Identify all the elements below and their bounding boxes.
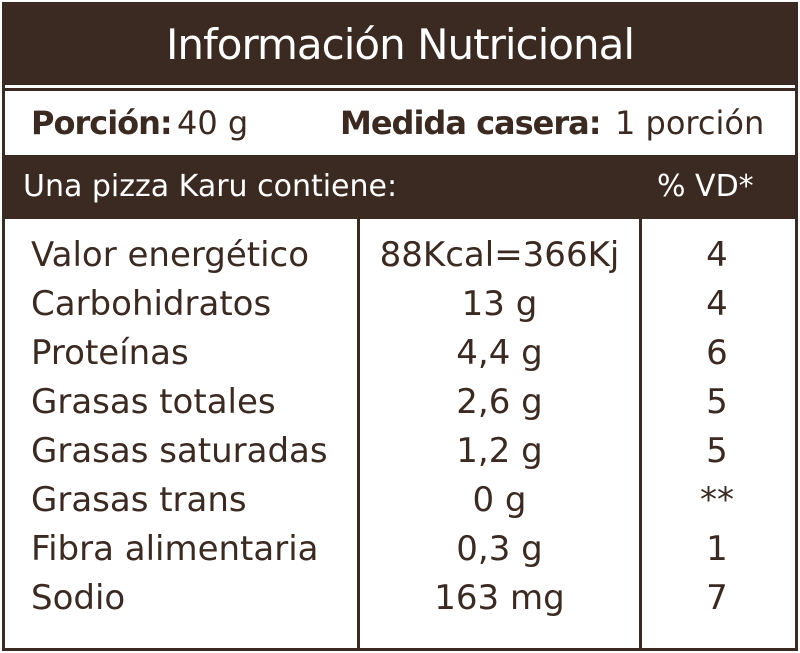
nutrient-amount: 13 g [461,284,538,324]
daily-value: ** [700,480,734,520]
column-divider [357,219,360,648]
nutrient-amount: 2,6 g [456,382,543,422]
nutrient-amount: 88Kcal=366Kj [379,235,620,275]
nutrient-amount: 163 mg [434,578,565,618]
daily-value: 6 [706,333,728,373]
column-divider [639,219,642,648]
nutrient-amount: 1,2 g [456,431,543,471]
nutrient-amount: 0,3 g [456,529,543,569]
portion-label: Porción: [31,104,173,142]
portion-value: 40 g [177,104,249,142]
nutrient-name: Carbohidratos [31,284,272,324]
nutrient-amount: 0 g [472,480,527,520]
nutrient-name: Proteínas [31,333,189,373]
household-label: Medida casera: [340,104,602,142]
nutrient-name: Grasas trans [31,480,247,520]
header-cell: Una pizza Karu contiene: [23,169,398,204]
daily-value: 1 [706,529,728,569]
daily-value: 7 [706,578,728,618]
daily-value: 5 [706,382,728,422]
daily-value: 4 [706,235,728,275]
portion-row: Porción: 40 g Medida casera: 1 porción [5,88,795,158]
header-cell: % VD* [657,169,754,204]
table-header: Una pizza Karu contiene: % VD* [5,155,795,219]
nutrient-name: Grasas saturadas [31,431,328,471]
nutrient-name: Sodio [31,578,126,618]
nutrient-amount: 4,4 g [456,333,543,373]
daily-value: 4 [706,284,728,324]
daily-value: 5 [706,431,728,471]
nutrient-name: Valor energético [31,235,310,275]
title: Información Nutricional [5,5,795,85]
household-value: 1 porción [615,104,765,142]
nutrient-name: Grasas totales [31,382,276,422]
nutrient-name: Fibra alimentaria [31,529,319,569]
